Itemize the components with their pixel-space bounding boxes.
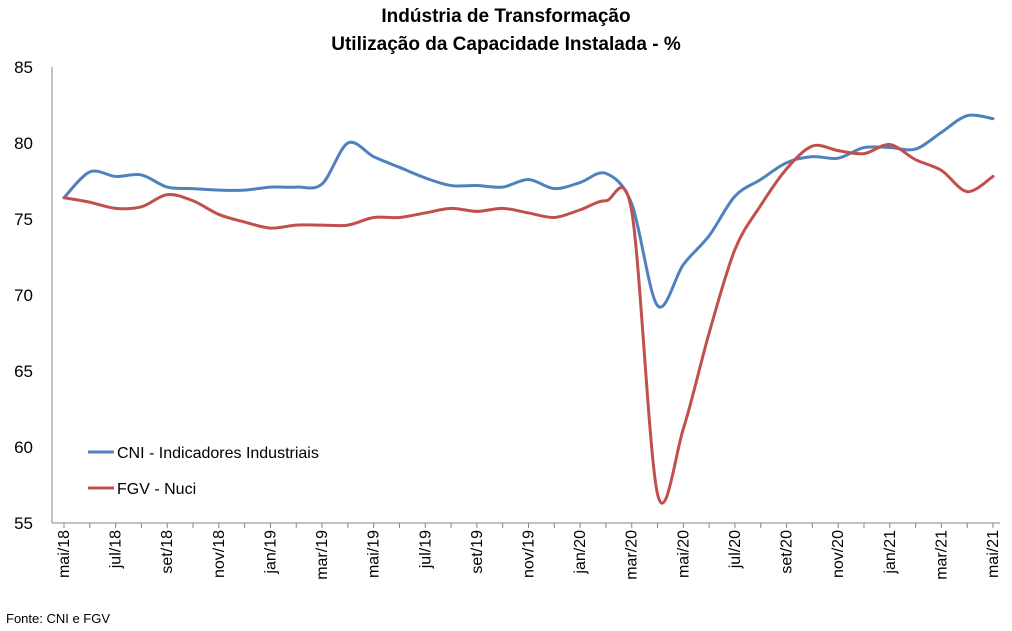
y-tick-label: 70 [14,286,33,305]
x-tick-label: set/19 [469,530,486,574]
y-axis: 55 60 65 70 75 80 85 [14,58,53,533]
y-tick-label: 65 [14,362,33,381]
legend: CNI - Indicadores Industriais FGV - Nuci [88,445,319,498]
y-tick-label: 60 [14,438,33,457]
x-tick-label: jul/18 [108,530,125,569]
x-tick-label: jan/19 [262,530,279,575]
x-tick-label: jul/20 [727,530,744,569]
series-line-cni [62,113,995,309]
x-tick-label: nov/20 [830,530,847,578]
series-line-fgv [62,143,995,505]
chart-subtitle: Utilização da Capacidade Instalada - % [331,34,681,55]
x-tick-label: set/18 [159,530,176,574]
x-tick-label: mai/19 [366,530,383,578]
x-tick-label: nov/19 [521,530,538,578]
x-tick-label: jul/19 [417,530,434,569]
x-axis: mai/18 jul/18 set/18 nov/18 jan/19 mar/19 mai/… [52,522,1002,580]
x-tick-label: mar/20 [624,530,641,580]
y-tick-label: 85 [14,58,33,77]
x-tick-label: nov/18 [211,530,228,578]
legend-label: FGV - Nuci [117,481,196,498]
x-tick-label: mai/18 [56,530,73,578]
source-note: Fonte: CNI e FGV [6,611,111,626]
x-tick-label: mai/20 [675,530,692,578]
x-tick-label: mai/21 [985,530,1002,578]
x-tick-label: mar/21 [933,530,950,580]
x-tick-label: set/20 [779,530,796,574]
x-tick-label: jan/21 [882,530,899,575]
x-tick-label: jan/20 [572,530,589,575]
y-tick-label: 80 [14,134,33,153]
chart-title: Indústria de Transformação [381,6,631,27]
legend-label: CNI - Indicadores Industriais [117,445,319,462]
x-tick-label: mar/19 [314,530,331,580]
series-group [62,113,995,505]
y-tick-label: 75 [14,210,33,229]
y-tick-label: 55 [14,514,33,533]
